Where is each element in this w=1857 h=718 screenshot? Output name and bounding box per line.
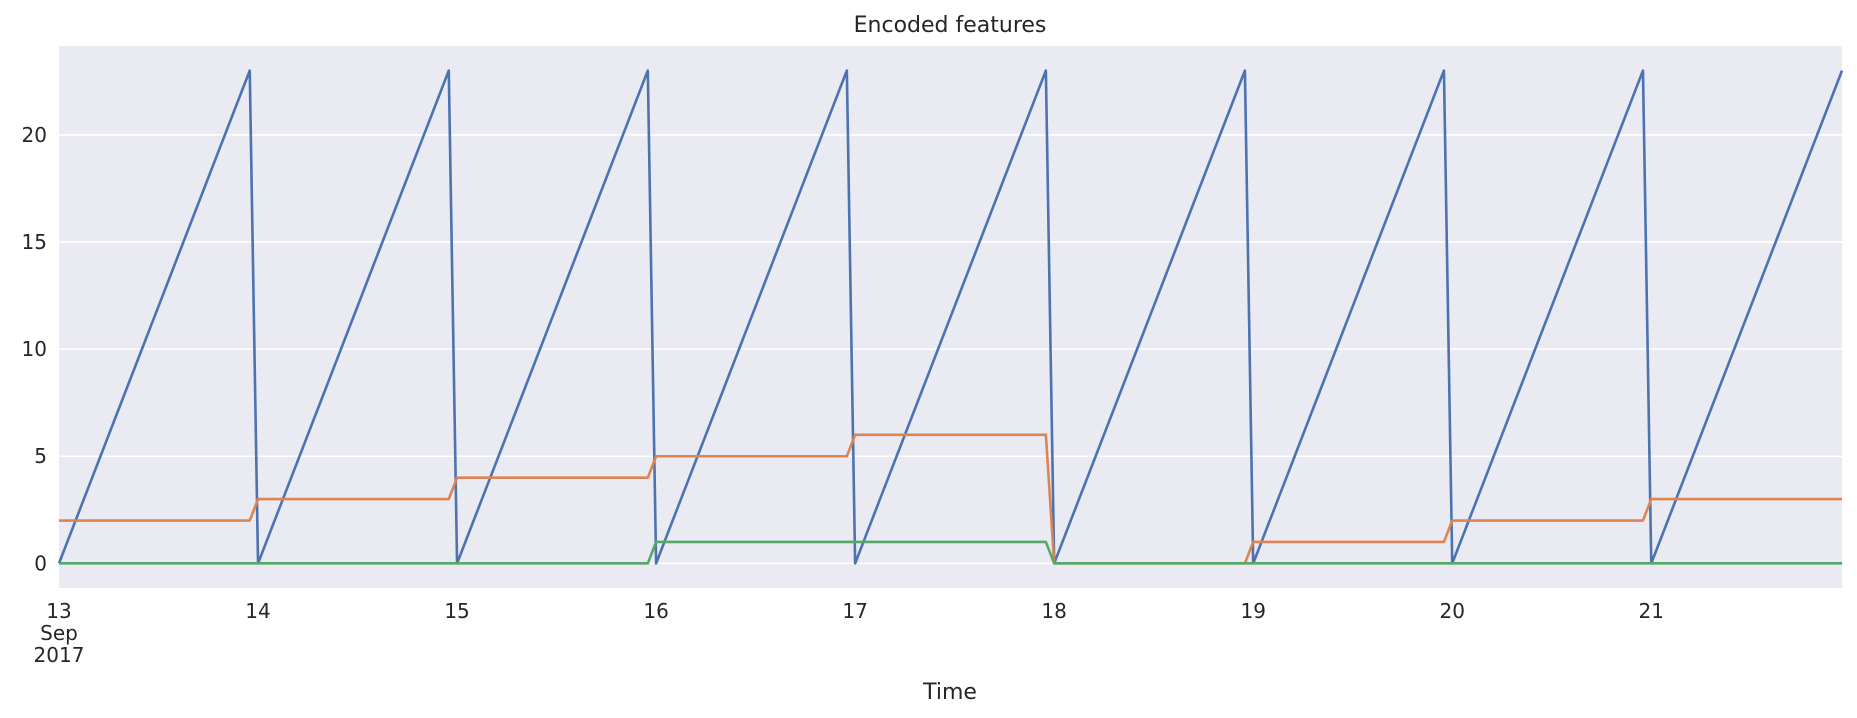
chart-title: Encoded features	[854, 13, 1047, 38]
x-tick-label: 13	[46, 599, 71, 623]
x-tick-label: 19	[1240, 599, 1265, 623]
y-tick-label: 0	[34, 551, 47, 575]
x-tick-label: 16	[643, 599, 668, 623]
x-tick-label: 14	[245, 599, 270, 623]
series-line-2	[59, 433, 1842, 565]
y-tick-labels: 0 5 10 15 20	[22, 123, 47, 575]
x-tick-sublabel: Sep	[40, 621, 78, 645]
series-lines	[57, 69, 1844, 565]
series-line-1	[57, 69, 1844, 565]
y-tick-label: 15	[22, 230, 47, 254]
x-axis-label: Time	[922, 680, 977, 705]
x-tick-label: 18	[1041, 599, 1066, 623]
x-tick-sublabel: 2017	[34, 643, 85, 667]
x-tick-label: 21	[1639, 599, 1664, 623]
y-tick-label: 5	[34, 444, 47, 468]
x-tick-label: 20	[1440, 599, 1465, 623]
x-tick-label: 15	[444, 599, 469, 623]
y-tick-label: 10	[22, 337, 47, 361]
series-line-3	[59, 540, 1842, 565]
x-tick-label: 17	[842, 599, 867, 623]
y-tick-label: 20	[22, 123, 47, 147]
